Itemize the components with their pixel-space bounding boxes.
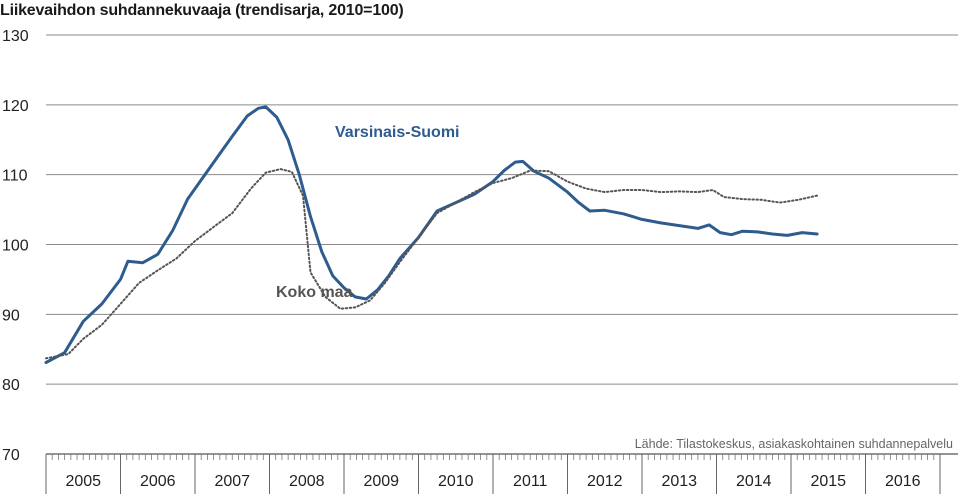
y-tick-label: 70 xyxy=(2,447,20,464)
x-tick-label: 2009 xyxy=(363,473,399,490)
series-label-varsinais-suomi: Varsinais-Suomi xyxy=(335,124,460,141)
x-tick-label: 2016 xyxy=(885,473,921,490)
series-lines xyxy=(44,105,819,364)
x-tick-label: 2013 xyxy=(661,473,697,490)
y-tick-label: 120 xyxy=(2,98,29,115)
x-tick-label: 2015 xyxy=(810,473,846,490)
chart-title: Liikevaihdon suhdannekuvaaja (trendisarj… xyxy=(0,2,404,19)
x-tick-label: 2014 xyxy=(736,473,772,490)
y-axis-ticks: 70 80 90 100 110 120 130 xyxy=(2,28,29,464)
x-tick-label: 2006 xyxy=(140,473,176,490)
series-line-varsinais-suomi xyxy=(44,105,819,364)
gridlines xyxy=(46,34,958,455)
x-tick-label: 2011 xyxy=(513,473,548,490)
x-tick-label: 2008 xyxy=(289,473,325,490)
x-tick-label: 2005 xyxy=(65,473,101,490)
x-tick-label: 2007 xyxy=(214,473,250,490)
y-tick-label: 90 xyxy=(2,307,20,324)
x-axis: 2005 2006 2007 2008 2009 2010 2011 2012 2013 2014… xyxy=(45,453,958,494)
x-tick-label: 2010 xyxy=(438,473,474,490)
y-tick-label: 110 xyxy=(2,168,28,185)
source-note: Lähde: Tilastokeskus, asiakaskohtainen s… xyxy=(635,437,953,451)
series-labels: Varsinais-Suomi Koko maa xyxy=(276,124,460,301)
y-tick-label: 80 xyxy=(2,377,20,394)
y-tick-label: 130 xyxy=(2,28,29,45)
y-tick-label: 100 xyxy=(2,238,29,255)
series-label-koko-maa: Koko maa xyxy=(276,284,353,301)
x-tick-label: 2012 xyxy=(587,473,623,490)
series-line-koko-maa xyxy=(45,168,819,360)
